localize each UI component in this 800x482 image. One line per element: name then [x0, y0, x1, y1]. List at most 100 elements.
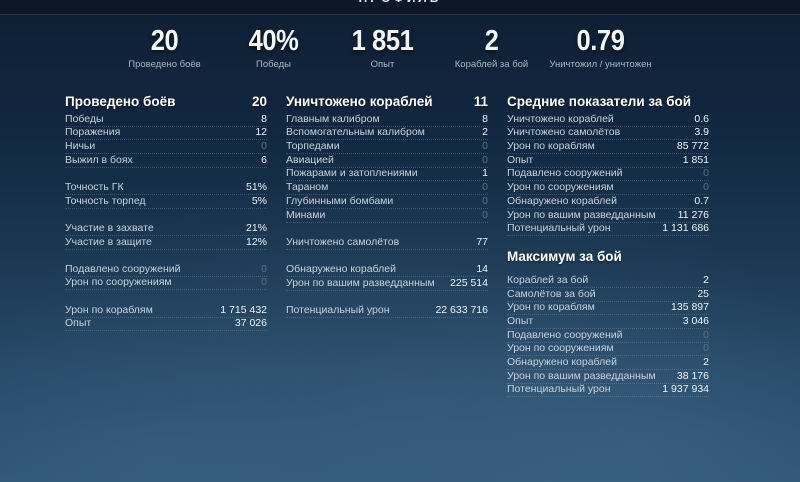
stat-row: Минами 0: [286, 209, 488, 223]
summary-stat-value: 0.79: [576, 25, 625, 57]
summary-stat-label: Проведено боёв: [128, 59, 201, 70]
stat-row: Уничтожено кораблей 0.6: [507, 113, 709, 127]
stat-row-label: Потенциальный урон: [507, 383, 611, 396]
stat-group: Участие в захвате 21% Участие в защите 12%: [65, 222, 267, 250]
stat-row: Победы 8: [65, 113, 267, 127]
stat-row-label: Опыт: [507, 314, 534, 327]
stat-row-value: 37 026: [234, 317, 267, 330]
stat-row-label: Урон по кораблям: [507, 140, 595, 153]
top-tab-bar: ПРОФИЛЬ: [0, 0, 800, 15]
stat-group: Обнаружено кораблей 14 Урон по вашим разве…: [286, 263, 488, 291]
stat-row-label: Главным калибром: [286, 112, 380, 125]
stat-row-label: Пожарами и затоплениями: [286, 167, 418, 180]
stat-group: Подавлено сооружений 0 Урон по сооружениям…: [65, 263, 267, 291]
stat-row-value: 22 633 716: [435, 303, 488, 316]
stat-row-label: Опыт: [507, 153, 534, 166]
stat-row-value: 14: [476, 262, 488, 275]
stat-row-value: 1 851: [682, 153, 709, 166]
stat-row-value: 12%: [245, 235, 267, 248]
stat-row-value: 0: [703, 167, 709, 180]
stat-group: Победы 8 Поражения 12 Ничьи 0 Выжил в боях 6: [65, 113, 267, 168]
stat-row: Подавлено сооружений 0: [507, 168, 709, 182]
stat-group: Точность ГК 51% Точность торпед 5%: [65, 181, 267, 209]
stat-row-value: 0: [703, 328, 709, 341]
stat-row-label: Опыт: [65, 317, 92, 330]
stat-row-value: 1 715 432: [220, 303, 267, 316]
stats-column-2: Уничтожено кораблей 11 Главным калибром 8 Вс…: [286, 94, 488, 397]
summary-stat-label: Опыт: [370, 59, 395, 70]
stat-row-value: 0: [482, 140, 488, 153]
stat-row: Опыт 1 851: [507, 154, 709, 168]
stat-row: Урон по сооружениям 0: [507, 181, 709, 196]
stat-row: Потенциальный урон 1 937 934: [507, 384, 709, 398]
stat-row-label: Урон по вашим разведданным: [286, 276, 435, 289]
stat-row: Точность торпед 5%: [65, 195, 267, 209]
stat-group: Главным калибром 8 Вспомогательным калибро…: [286, 113, 488, 223]
stat-row: Точность ГК 51%: [65, 181, 267, 195]
stat-row-value: 2: [482, 126, 488, 139]
stat-row-label: Авиацией: [286, 153, 334, 166]
stat-row-value: 5%: [251, 194, 267, 207]
stat-row-value: 77: [476, 235, 488, 248]
stat-row-label: Урон по сооружениям: [65, 276, 172, 289]
stat-row: Урон по сооружениям 0: [65, 277, 267, 291]
stat-row-label: Поражения: [65, 126, 121, 139]
stat-row: Ничьи 0: [65, 140, 267, 155]
stat-row-label: Урон по сооружениям: [507, 181, 614, 194]
stat-row-label: Кораблей за бой: [507, 273, 589, 286]
stat-row-label: Урон по кораблям: [65, 303, 153, 316]
stat-row-label: Урон по вашим разведданным: [507, 369, 656, 382]
stat-row-value: 2: [703, 273, 709, 286]
stat-row-label: Урон по сооружениям: [507, 342, 614, 355]
stat-row-value: 225 514: [450, 276, 488, 289]
stat-row-value: 11 276: [677, 208, 709, 221]
stat-group: Уничтожено кораблей 0.6 Уничтожено самолёт…: [507, 113, 709, 237]
stat-row-value: 0: [482, 208, 488, 221]
stat-row-label: Вспомогательным калибром: [286, 126, 425, 139]
summary-stat-value: 1 851: [351, 25, 414, 57]
stat-row: Выжил в боях 6: [65, 154, 267, 168]
stats-column-3: Средние показатели за бой Уничтожено кора…: [507, 94, 709, 398]
tab-profile[interactable]: ПРОФИЛЬ: [0, 0, 800, 5]
stat-row: Опыт 37 026: [65, 318, 267, 332]
stat-row: Участие в захвате 21%: [65, 222, 267, 236]
stat-row: Подавлено сооружений 0: [65, 263, 267, 277]
stat-row-value: 0: [261, 276, 267, 289]
summary-stat-label: Победы: [256, 59, 291, 70]
stat-row-label: Подавлено сооружений: [65, 262, 181, 275]
stat-row-value: 0: [703, 181, 709, 194]
summary-stat: 0.79 Уничтожил / уничтожен: [546, 26, 655, 70]
stat-row-label: Уничтожено самолётов: [286, 235, 400, 248]
stat-row-label: Выжил в боях: [65, 153, 133, 166]
stat-group: Урон по кораблям 1 715 432 Опыт 37 026: [65, 303, 267, 332]
stat-row: Главным калибром 8: [286, 113, 488, 127]
summary-stat: 20 Проведено боёв: [110, 26, 219, 70]
stat-row-value: 0: [482, 153, 488, 166]
stat-row: Урон по вашим разведданным 11 276: [507, 209, 709, 223]
stat-row-value: 51%: [245, 180, 267, 193]
stat-row: Авиацией 0: [286, 154, 488, 168]
stat-row-value: 0: [482, 194, 488, 207]
stat-row: Пожарами и затоплениями 1: [286, 168, 488, 182]
stat-row-label: Обнаружено кораблей: [507, 356, 617, 368]
stat-row-label: Самолётов за бой: [507, 287, 596, 300]
stat-group: Кораблей за бой 2 Самолётов за бой 25 Урон п…: [507, 274, 709, 398]
stat-row: Кораблей за бой 2: [507, 274, 709, 288]
stat-row-label: Подавлено сооружений: [507, 328, 623, 341]
stat-row: Обнаружено кораблей 14: [286, 263, 488, 277]
stat-row: Тараном 0: [286, 181, 488, 196]
stat-row: Урон по вашим разведданным 225 514: [286, 277, 488, 291]
stat-row-value: 8: [482, 112, 488, 125]
stat-row-value: 0: [703, 342, 709, 355]
stat-row: Опыт 3 046: [507, 315, 709, 329]
stat-row-value: 3.9: [694, 126, 709, 139]
stat-row-label: Ничьи: [65, 140, 96, 153]
stat-row: Урон по сооружениям 0: [507, 343, 709, 357]
section-header: Максимум за бой: [507, 249, 709, 264]
section-title: Максимум за бой: [507, 249, 622, 265]
stat-group: Уничтожено самолётов 77: [286, 236, 488, 250]
stat-row: Торпедами 0: [286, 140, 488, 155]
stat-row-value: 21%: [245, 221, 267, 234]
stat-row: Поражения 12: [65, 127, 267, 141]
